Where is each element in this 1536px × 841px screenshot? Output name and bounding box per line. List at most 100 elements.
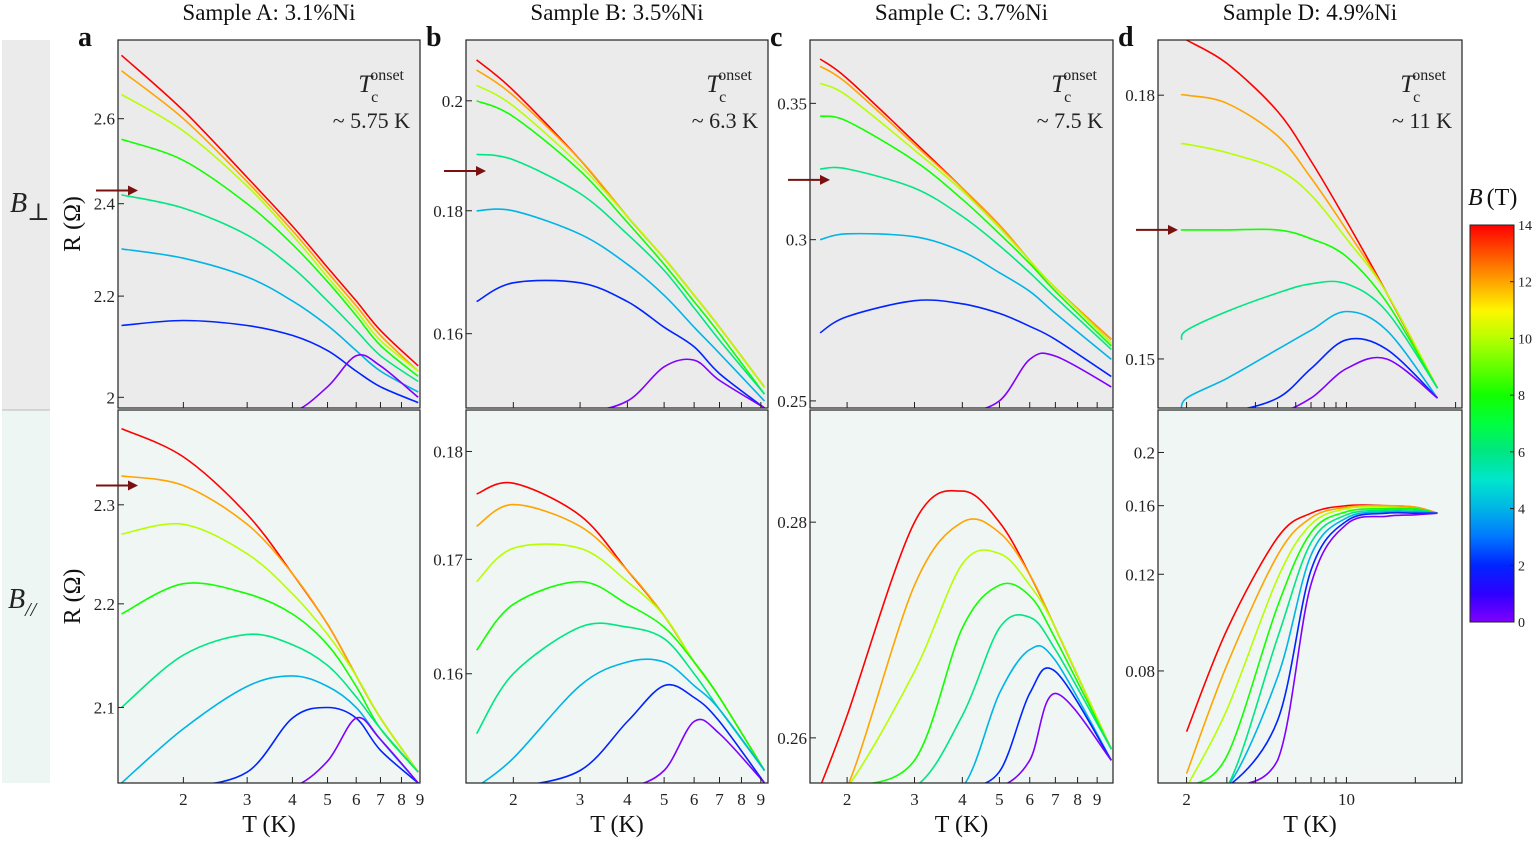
- y-tick-label: 0.3: [786, 231, 807, 250]
- tc-onset-value: ~ 11 K: [1392, 108, 1452, 133]
- x-tick-label: 7: [715, 790, 724, 809]
- curve-B-0: [299, 716, 419, 783]
- curve-B-10: [121, 522, 419, 773]
- x-tick-label: 2: [1182, 790, 1191, 809]
- curve-B-4: [480, 658, 766, 783]
- curve-B-8: [121, 138, 419, 377]
- curve-B-0: [982, 352, 1112, 408]
- curves: [819, 58, 1112, 408]
- tc-onset-value: ~ 6.3 K: [692, 108, 758, 133]
- x-tick-label: 5: [323, 790, 332, 809]
- x-tick-label: 2: [843, 790, 852, 809]
- curve-B-6: [120, 633, 419, 773]
- curve-B-4: [964, 645, 1112, 783]
- x-tick-label: 4: [958, 790, 967, 809]
- y-tick-label: 0.16: [1125, 497, 1155, 516]
- plot-area: [118, 410, 420, 783]
- tc-onset-label: Tconset: [1051, 67, 1097, 106]
- curve-B-12: [121, 70, 419, 372]
- y-tick-label: 2.1: [94, 698, 115, 717]
- colorbar: B (T) 0 2 4 6 8 10 12 14: [1468, 185, 1532, 631]
- curve-B-8: [476, 100, 766, 395]
- x-axis-label: T (K): [1283, 812, 1337, 838]
- plot-frame: [1157, 39, 1463, 409]
- row-strip-perpendicular: [2, 40, 50, 410]
- curve-B-0: [299, 354, 419, 408]
- x-tick-label: 3: [910, 790, 919, 809]
- curves: [120, 54, 419, 408]
- curve-B-2: [1244, 337, 1439, 408]
- curve-B-6: [820, 166, 1112, 350]
- x-tick-label: 9: [757, 790, 766, 809]
- curve-B-8: [1194, 507, 1438, 783]
- y-axis-label: R (Ω): [60, 569, 86, 625]
- tc-onset-value: ~ 5.75 K: [333, 108, 410, 133]
- x-tick-label: 6: [1025, 790, 1034, 809]
- plot-frame: [809, 409, 1114, 784]
- row-label-subscript: //: [24, 599, 39, 621]
- colorbar-gradient: [1469, 224, 1515, 623]
- panel-c-perpendicular: 0.25 0.3 0.35 Sample C: 3.7%Ni c Tconset~ 7.5…: [770, 0, 1114, 411]
- curves: [476, 59, 766, 408]
- curve-B-12: [1185, 504, 1438, 774]
- tc-onset-value: ~ 7.5 K: [1037, 108, 1103, 133]
- x-tick-label: 2: [179, 790, 188, 809]
- x-tick-label: 4: [288, 790, 297, 809]
- panel-a-perpendicular: 2 2.2 2.4 2.6 Sample A: 3.1%Ni a R (Ω) Tconset~…: [60, 0, 421, 409]
- panel-d-perpendicular: 0.15 0.18 Sample D: 4.9%Ni d Tconset~ 11 K: [1118, 0, 1463, 409]
- curve-B-4: [121, 248, 419, 393]
- colorbar-tick-label: 4: [1518, 503, 1525, 518]
- panel-b-perpendicular: 0.16 0.18 0.2 Sample B: 3.5%Ni b Tconset~ 6.3…: [426, 0, 769, 409]
- y-tick-label: 0.15: [1125, 350, 1155, 369]
- row-label-parallel: B//: [8, 584, 39, 621]
- x-tick-label: 8: [1073, 790, 1082, 809]
- y-tick-label: 0.25: [777, 392, 807, 411]
- row-label-perpendicular: B⊥: [10, 188, 50, 226]
- curve-B-10: [121, 93, 419, 372]
- colorbar-tick-label: 8: [1518, 389, 1525, 404]
- curve-B-6: [1180, 280, 1439, 389]
- plot-area: [810, 40, 1113, 408]
- curve-B-0: [1244, 512, 1438, 783]
- arrow-head-icon: [128, 480, 138, 491]
- x-axis-label: T (K): [590, 812, 644, 838]
- curve-B-14: [120, 54, 419, 367]
- colorbar-tick-label: 14: [1518, 219, 1532, 234]
- row-label-symbol: B: [8, 584, 25, 615]
- arrow-head-icon: [1168, 224, 1178, 235]
- panel-title: Sample A: 3.1%Ni: [182, 0, 355, 25]
- colorbar-tick-label: 12: [1518, 276, 1532, 291]
- x-tick-label: 8: [397, 790, 406, 809]
- plot-area: [466, 410, 768, 783]
- colorbar-tick-label: 6: [1518, 446, 1525, 461]
- x-tick-label: 3: [243, 790, 252, 809]
- curve-B-8: [1180, 228, 1439, 389]
- x-tick-label: 6: [352, 790, 361, 809]
- y-tick-label: 0.16: [433, 665, 463, 684]
- curve-B-0: [604, 358, 765, 408]
- arrow-head-icon: [820, 174, 830, 185]
- curve-B-10: [819, 82, 1112, 344]
- plot-frame: [117, 409, 421, 784]
- plot-frame: [117, 39, 421, 409]
- curve-B-2: [1230, 511, 1438, 783]
- panel-c-parallel: 2 3 4 5 6 7 8 9 0.26 0.28 T (K): [777, 409, 1114, 838]
- curve-B-2: [535, 683, 766, 783]
- y-tick-label: 0.08: [1125, 662, 1155, 681]
- y-tick-label: 0.26: [777, 729, 807, 748]
- x-axis-label: T (K): [242, 812, 296, 838]
- x-tick-label: 2: [509, 790, 518, 809]
- y-tick-label: 0.2: [442, 92, 463, 111]
- plot-area: [1158, 410, 1462, 783]
- panel-title: Sample D: 4.9%Ni: [1223, 0, 1397, 25]
- tc-onset-label: Tconset: [1400, 67, 1446, 106]
- y-tick-label: 2: [107, 388, 116, 407]
- panel-d-parallel: 2 10 0.08 0.12 0.16 0.2 T (K): [1125, 409, 1463, 838]
- x-tick-label: 6: [690, 790, 699, 809]
- curves: [475, 481, 766, 783]
- tc-onset-label: Tconset: [358, 67, 404, 106]
- arrow-head-icon: [476, 165, 486, 176]
- y-tick-label: 0.18: [433, 202, 463, 221]
- x-tick-label: 3: [576, 790, 585, 809]
